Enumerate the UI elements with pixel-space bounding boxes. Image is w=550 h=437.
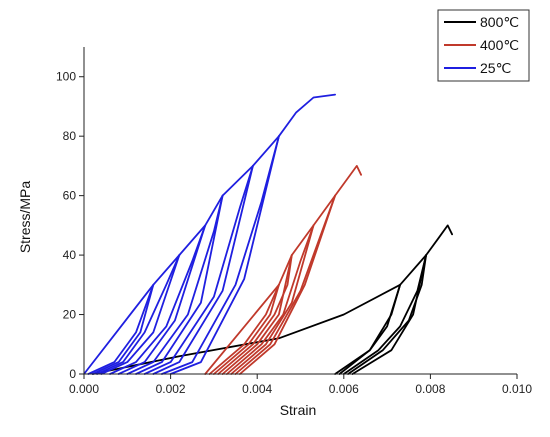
plot-area	[83, 93, 454, 375]
x-axis-label: Strain	[280, 402, 317, 418]
series-line	[169, 135, 280, 375]
series-2	[83, 93, 337, 375]
x-tick-label: 0.006	[329, 382, 359, 396]
series-line	[109, 224, 207, 375]
y-tick-label: 60	[63, 189, 77, 203]
y-axis-label: Stress/MPa	[17, 181, 33, 254]
x-tick-label: 0.004	[242, 382, 272, 396]
y-tick-label: 40	[63, 248, 77, 262]
legend-entry: 800℃	[480, 14, 519, 30]
series-line	[96, 254, 181, 375]
series-line	[100, 254, 181, 375]
series-line	[230, 224, 315, 375]
series-line	[225, 224, 315, 375]
series-line	[221, 254, 293, 375]
series-line	[212, 283, 280, 375]
series-line	[126, 194, 224, 375]
y-tick-label: 80	[63, 129, 77, 143]
series-line	[338, 283, 402, 375]
x-tick-label: 0.010	[502, 382, 532, 396]
series-line	[160, 135, 280, 375]
x-tick-label: 0.000	[69, 382, 99, 396]
series-line	[152, 164, 254, 375]
y-tick-label: 20	[63, 308, 77, 322]
series-line	[143, 164, 254, 375]
series-line	[91, 283, 155, 375]
series-line	[351, 254, 428, 375]
series-line	[87, 283, 155, 375]
x-tick-label: 0.008	[415, 382, 445, 396]
series-0	[91, 224, 454, 375]
series-line	[208, 283, 280, 375]
y-tick-label: 100	[56, 70, 76, 84]
legend-entry: 400℃	[480, 37, 519, 53]
series-1	[204, 164, 363, 375]
axes: 0.000 0.002 0.004 0.006 0.008 0.010 0 20 40 60 80 1…	[56, 47, 532, 396]
legend-entry: 25℃	[480, 60, 511, 76]
series-line	[238, 194, 337, 375]
series-line	[83, 93, 337, 375]
legend: 800℃ 400℃ 25℃	[437, 9, 530, 82]
series-line	[217, 254, 293, 375]
series-line	[117, 224, 207, 375]
y-tick-label: 0	[69, 367, 76, 381]
x-tick-label: 0.002	[156, 382, 186, 396]
series-line	[135, 194, 224, 375]
